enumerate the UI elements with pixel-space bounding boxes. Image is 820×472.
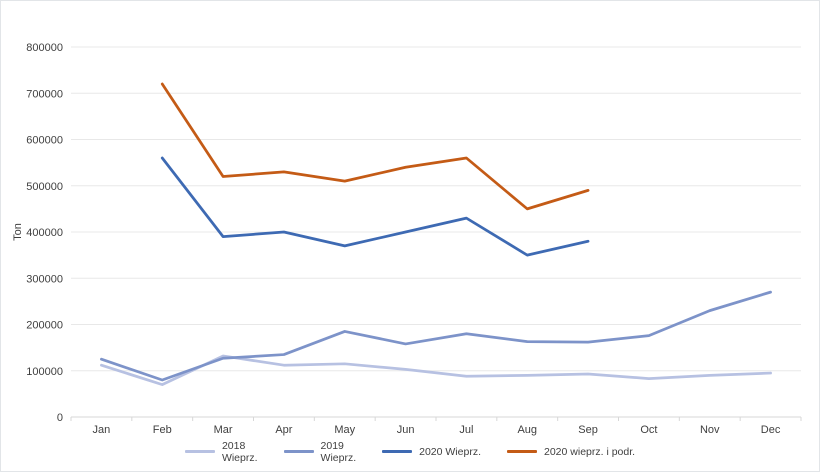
x-tick-label-jul: Jul <box>459 424 473 436</box>
y-tick-label-500000: 500000 <box>26 181 63 193</box>
y-tick-label-600000: 600000 <box>26 135 63 147</box>
series-line-2020-wieprz-i-podr <box>160 82 590 211</box>
series-line-2020-wieprz <box>160 156 590 257</box>
y-tick-label-400000: 400000 <box>26 227 63 239</box>
y-axis-title: Ton <box>12 223 24 241</box>
legend-label-2020-wieprz-i-podr: 2020 wieprz. i podr. <box>544 445 636 458</box>
x-tick-label-dec: Dec <box>761 424 781 436</box>
y-tick-label-200000: 200000 <box>26 320 63 332</box>
x-tick-label-may: May <box>334 424 355 436</box>
x-tick-label-aug: Aug <box>517 424 537 436</box>
y-tick-label-300000: 300000 <box>26 273 63 285</box>
legend-item-2020-wieprz-i-podr[interactable]: 2020 wieprz. i podr. <box>507 446 635 458</box>
legend-item-2018-wieprz[interactable]: 2018 Wieprz. <box>184 439 258 464</box>
x-tick-label-oct: Oct <box>640 424 657 436</box>
y-tick-label-800000: 800000 <box>26 42 63 54</box>
chart-legend: 2018 Wieprz. 2019 Wieprz. 2020 Wieprz. 2020… <box>1 440 819 464</box>
x-tick-label-apr: Apr <box>275 424 292 436</box>
legend-label-2020-wieprz: 2020 Wieprz. <box>419 445 481 458</box>
legend-line-swatch-2018-wieprz <box>184 450 215 454</box>
x-tick-label-feb: Feb <box>153 424 172 436</box>
legend-item-2020-wieprz[interactable]: 2020 Wieprz. <box>382 446 481 458</box>
legend-line-swatch-2019-wieprz <box>283 450 314 454</box>
x-tick-label-mar: Mar <box>214 424 233 436</box>
legend-line-swatch-2020-wieprz <box>382 450 413 454</box>
x-tick-label-jun: Jun <box>397 424 415 436</box>
legend-line-swatch-2020-wieprz-i-podr <box>507 450 537 454</box>
y-tick-label-0: 0 <box>57 412 63 424</box>
x-tick-label-sep: Sep <box>578 424 598 436</box>
legend-label-2018-wieprz: 2018 Wieprz. <box>221 439 258 464</box>
x-tick-label-nov: Nov <box>700 424 720 436</box>
legend-label-2019-wieprz: 2019 Wieprz. <box>320 439 357 464</box>
y-tick-label-700000: 700000 <box>26 88 63 100</box>
legend-item-2019-wieprz[interactable]: 2019 Wieprz. <box>283 439 357 464</box>
x-tick-label-jan: Jan <box>93 424 111 436</box>
y-tick-label-100000: 100000 <box>26 366 63 378</box>
series-line-2019-wieprz <box>100 290 772 382</box>
